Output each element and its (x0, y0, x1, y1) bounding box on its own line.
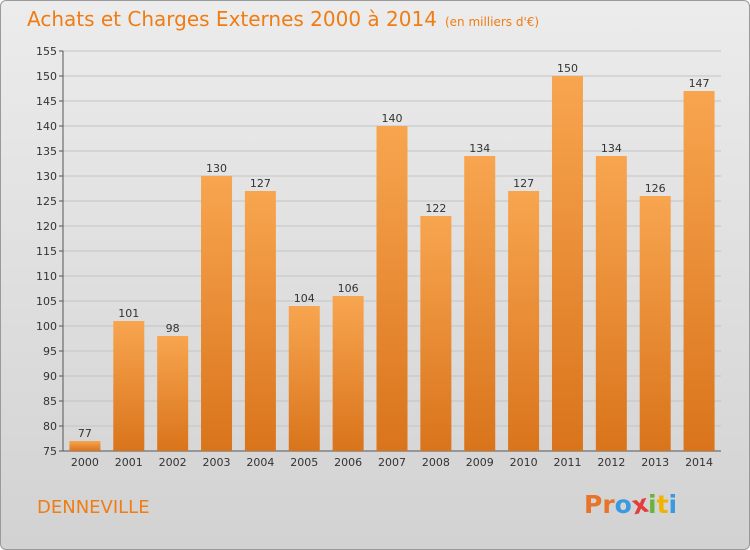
logo-letter: r (602, 490, 615, 519)
bar-2014 (683, 91, 715, 451)
bar-2009 (464, 156, 496, 451)
logo-letter: t (656, 490, 669, 519)
x-tick-label-2003: 2003 (203, 456, 231, 469)
bar-2006 (332, 296, 364, 451)
data-labels: 77 101 98 130 127 104 106 140 122 134 127 150 134 126… (78, 62, 710, 440)
bar-2003 (201, 176, 233, 451)
data-label-2009: 134 (469, 142, 490, 155)
data-label-2004: 127 (250, 177, 271, 190)
logo-letter: i (648, 490, 657, 519)
bars (69, 76, 715, 451)
y-tick-label: 80 (43, 420, 57, 433)
y-tick-label: 120 (36, 220, 57, 233)
y-tick-label: 90 (43, 370, 57, 383)
x-tick-label-2001: 2001 (115, 456, 143, 469)
y-tick-label: 85 (43, 395, 57, 408)
y-tick-label: 135 (36, 145, 57, 158)
y-tick-labels: 75 80 85 90 95 100 105 110 115 120 125 130 135 140 145… (36, 45, 63, 458)
x-tick-label-2007: 2007 (378, 456, 406, 469)
data-label-2010: 127 (513, 177, 534, 190)
x-tick-label-2004: 2004 (246, 456, 274, 469)
y-tick-label: 95 (43, 345, 57, 358)
bar-2002 (157, 336, 189, 451)
bar-2011 (551, 76, 583, 451)
bar-2004 (244, 191, 276, 451)
y-tick-label: 110 (36, 270, 57, 283)
bar-2007 (376, 126, 408, 451)
logo-letter: o (614, 490, 632, 519)
y-tick-label: 115 (36, 245, 57, 258)
y-tick-label: 130 (36, 170, 57, 183)
x-tick-label-2005: 2005 (290, 456, 318, 469)
y-tick-label: 140 (36, 120, 57, 133)
bar-2000 (69, 441, 101, 451)
data-label-2003: 130 (206, 162, 227, 175)
x-tick-label-2002: 2002 (159, 456, 187, 469)
x-tick-label-2009: 2009 (466, 456, 494, 469)
bar-2005 (288, 306, 320, 451)
data-label-2012: 134 (601, 142, 622, 155)
proxiti-logo: Proxiti (584, 489, 678, 521)
y-tick-label: 150 (36, 70, 57, 83)
x-tick-label-2014: 2014 (685, 456, 713, 469)
bar-2010 (508, 191, 540, 451)
data-label-2001: 101 (118, 307, 139, 320)
data-label-2008: 122 (425, 202, 446, 215)
x-tick-label-2000: 2000 (71, 456, 99, 469)
logo-letter: P (584, 490, 603, 519)
x-tick-label-2012: 2012 (597, 456, 625, 469)
chart-title-unit: (en milliers d'€) (444, 15, 540, 29)
data-label-2007: 140 (382, 112, 403, 125)
y-tick-label: 75 (43, 445, 57, 458)
chart-title: Achats et Charges Externes 2000 à 2014 (e… (27, 7, 539, 31)
bar-2013 (639, 196, 671, 451)
data-label-2005: 104 (294, 292, 315, 305)
data-label-2006: 106 (338, 282, 359, 295)
x-tick-labels: 2000 2001 2002 2003 2004 2005 2006 2007 2008 2009… (71, 456, 713, 469)
logo-letter: i (668, 490, 678, 519)
bar-2012 (595, 156, 627, 451)
y-tick-label: 100 (36, 320, 57, 333)
chart-title-main: Achats et Charges Externes 2000 à 2014 (27, 7, 437, 31)
x-tick-label-2011: 2011 (553, 456, 581, 469)
location-name: DENNEVILLE (37, 497, 150, 518)
data-label-2014: 147 (689, 77, 710, 90)
x-tick-label-2006: 2006 (334, 456, 362, 469)
x-tick-label-2008: 2008 (422, 456, 450, 469)
data-label-2011: 150 (557, 62, 578, 75)
y-tick-label: 125 (36, 195, 57, 208)
x-tick-label-2013: 2013 (641, 456, 669, 469)
bar-2001 (113, 321, 145, 451)
x-tick-label-2010: 2010 (510, 456, 538, 469)
y-tick-label: 155 (36, 45, 57, 58)
data-label-2000: 77 (78, 427, 92, 440)
y-tick-label: 145 (36, 95, 57, 108)
bar-2008 (420, 216, 452, 451)
data-label-2013: 126 (645, 182, 666, 195)
y-tick-label: 105 (36, 295, 57, 308)
data-label-2002: 98 (166, 322, 180, 335)
